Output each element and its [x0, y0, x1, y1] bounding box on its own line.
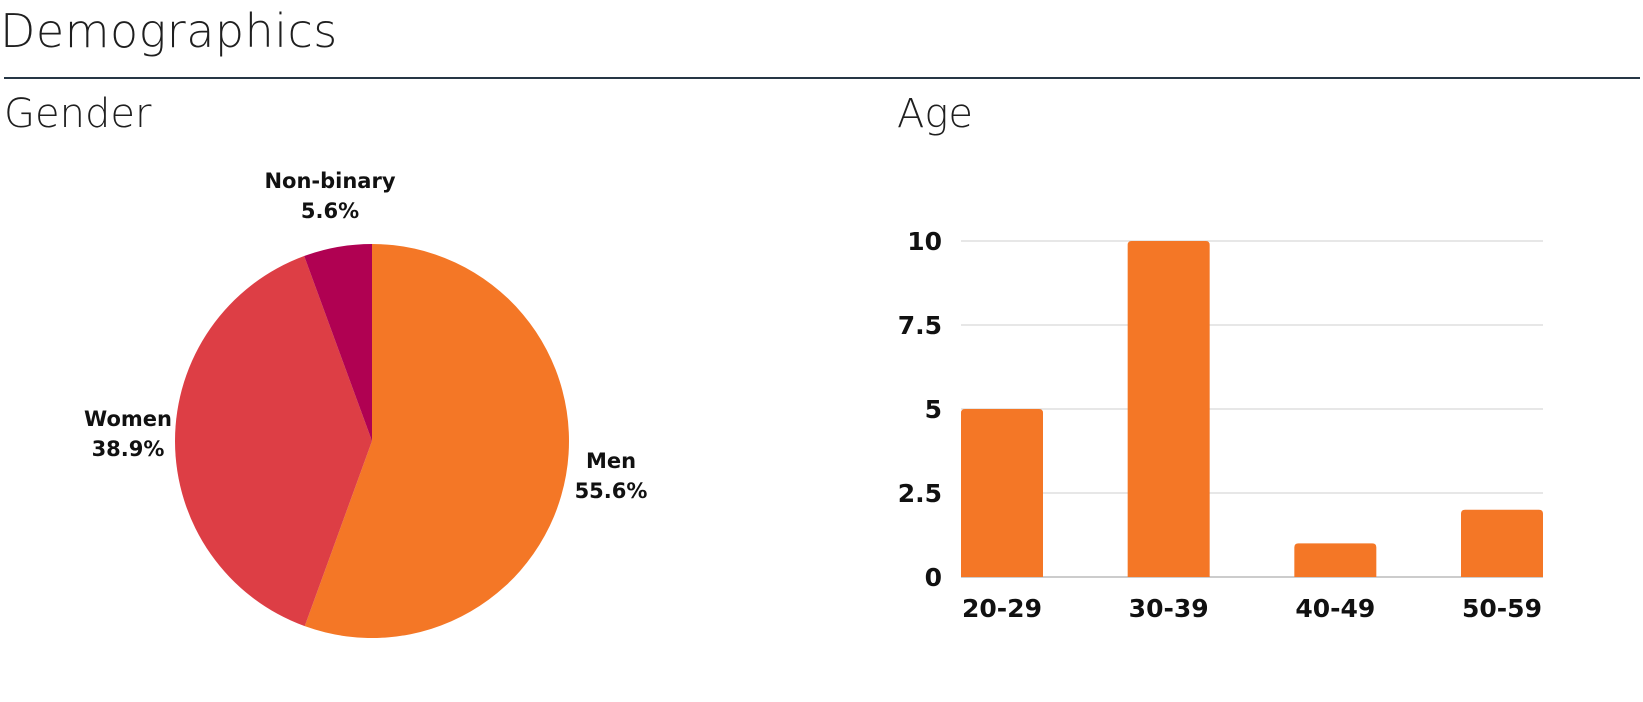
x-tick-label: 30-39: [1129, 594, 1209, 623]
pie-value-men: 55.6%: [575, 479, 648, 503]
pie-slice-men: [304, 244, 570, 638]
y-tick-label: 7.5: [898, 311, 942, 340]
y-tick-label: 2.5: [898, 479, 942, 508]
gender-pie-chart: Men 55.6% Women 38.9% Non-binary 5.6%: [84, 169, 648, 638]
pie-label-non-binary: Non-binary: [264, 169, 395, 193]
pie-label-men: Men: [586, 449, 636, 473]
y-tick-label: 0: [925, 563, 942, 592]
y-tick-label: 10: [907, 227, 942, 256]
bar-30-39: [1127, 241, 1210, 577]
x-tick-label: 20-29: [962, 594, 1042, 623]
y-tick-label: 5: [925, 395, 942, 424]
bar-40-49: [1294, 543, 1377, 577]
bar-20-29: [961, 409, 1043, 577]
age-chart-title: Age: [897, 91, 973, 137]
x-tick-label: 50-59: [1462, 594, 1542, 623]
bar-50-59: [1461, 509, 1543, 577]
x-tick-label: 40-49: [1295, 594, 1375, 623]
pie-slice-non-binary: [304, 244, 372, 441]
pie-value-non-binary: 5.6%: [301, 199, 359, 223]
pie-slice-women: [175, 256, 372, 627]
pie-value-women: 38.9%: [92, 437, 165, 461]
page-title: Demographics: [0, 4, 338, 58]
gender-chart-title: Gender: [4, 91, 152, 137]
title-divider: [4, 77, 1640, 79]
pie-label-women: Women: [84, 407, 172, 431]
